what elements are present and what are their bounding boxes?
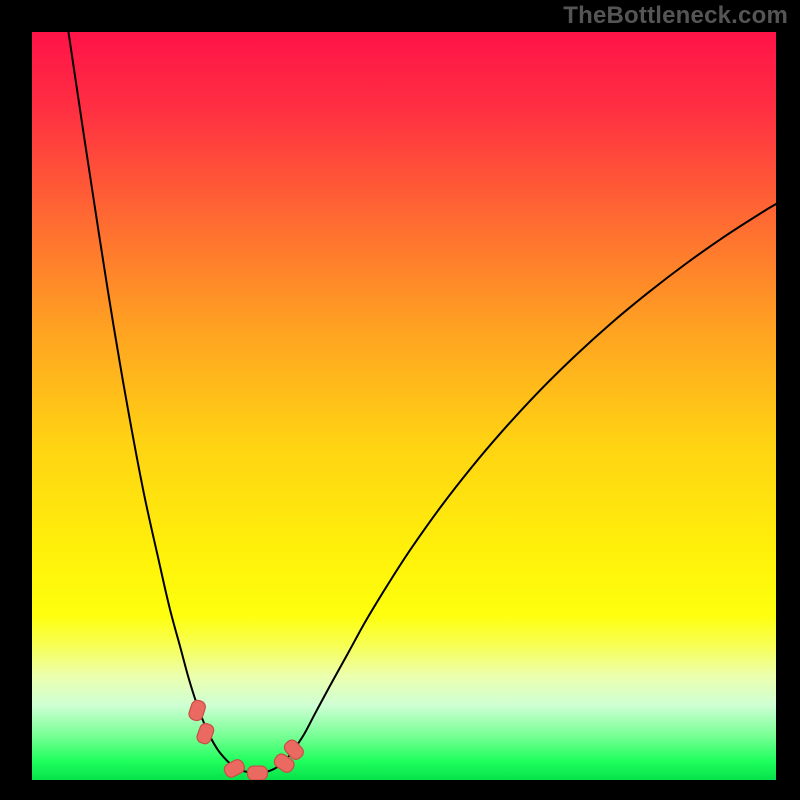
chart-svg — [32, 32, 776, 780]
plot-area — [32, 32, 776, 780]
watermark-text: TheBottleneck.com — [563, 2, 788, 30]
chart-frame: TheBottleneck.com — [0, 0, 800, 800]
marker-3 — [247, 766, 267, 780]
gradient-background — [32, 32, 776, 780]
